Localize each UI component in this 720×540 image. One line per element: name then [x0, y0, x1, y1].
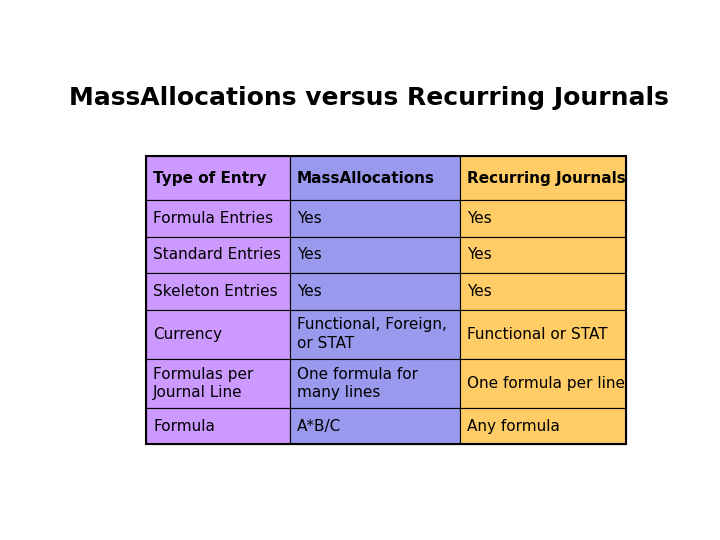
Bar — [145, 200, 289, 237]
Text: Yes: Yes — [467, 211, 492, 226]
Text: Yes: Yes — [297, 284, 322, 299]
Bar — [289, 156, 460, 200]
Text: Type of Entry: Type of Entry — [153, 171, 266, 186]
Bar — [460, 156, 626, 200]
Text: Functional or STAT: Functional or STAT — [467, 327, 608, 342]
Text: Yes: Yes — [297, 247, 322, 262]
Text: A*B/C: A*B/C — [297, 418, 341, 434]
Text: Yes: Yes — [467, 284, 492, 299]
Bar — [289, 237, 460, 273]
Bar — [145, 408, 289, 444]
Text: One formula for
many lines: One formula for many lines — [297, 367, 418, 400]
Bar — [460, 408, 626, 444]
Bar — [289, 273, 460, 310]
Text: Standard Entries: Standard Entries — [153, 247, 281, 262]
Text: Recurring Journals: Recurring Journals — [467, 171, 626, 186]
Bar — [460, 237, 626, 273]
Text: Skeleton Entries: Skeleton Entries — [153, 284, 278, 299]
Text: Yes: Yes — [467, 247, 492, 262]
Text: Formulas per
Journal Line: Formulas per Journal Line — [153, 367, 253, 400]
Text: Functional, Foreign,
or STAT: Functional, Foreign, or STAT — [297, 318, 447, 351]
Bar — [145, 310, 289, 359]
Text: Formula Entries: Formula Entries — [153, 211, 273, 226]
Bar — [145, 273, 289, 310]
Text: MassAllocations: MassAllocations — [297, 171, 435, 186]
Text: Formula: Formula — [153, 418, 215, 434]
Bar — [289, 310, 460, 359]
Text: MassAllocations versus Recurring Journals: MassAllocations versus Recurring Journal… — [69, 86, 669, 110]
Bar — [460, 200, 626, 237]
Bar — [145, 359, 289, 408]
Bar — [145, 156, 626, 444]
Text: Any formula: Any formula — [467, 418, 560, 434]
Text: Currency: Currency — [153, 327, 222, 342]
Bar — [145, 156, 289, 200]
Text: One formula per line: One formula per line — [467, 376, 626, 391]
Bar — [145, 237, 289, 273]
Bar — [460, 273, 626, 310]
Bar — [460, 310, 626, 359]
Bar — [289, 200, 460, 237]
Bar — [289, 408, 460, 444]
Bar — [460, 359, 626, 408]
Bar — [289, 359, 460, 408]
Text: Yes: Yes — [297, 211, 322, 226]
